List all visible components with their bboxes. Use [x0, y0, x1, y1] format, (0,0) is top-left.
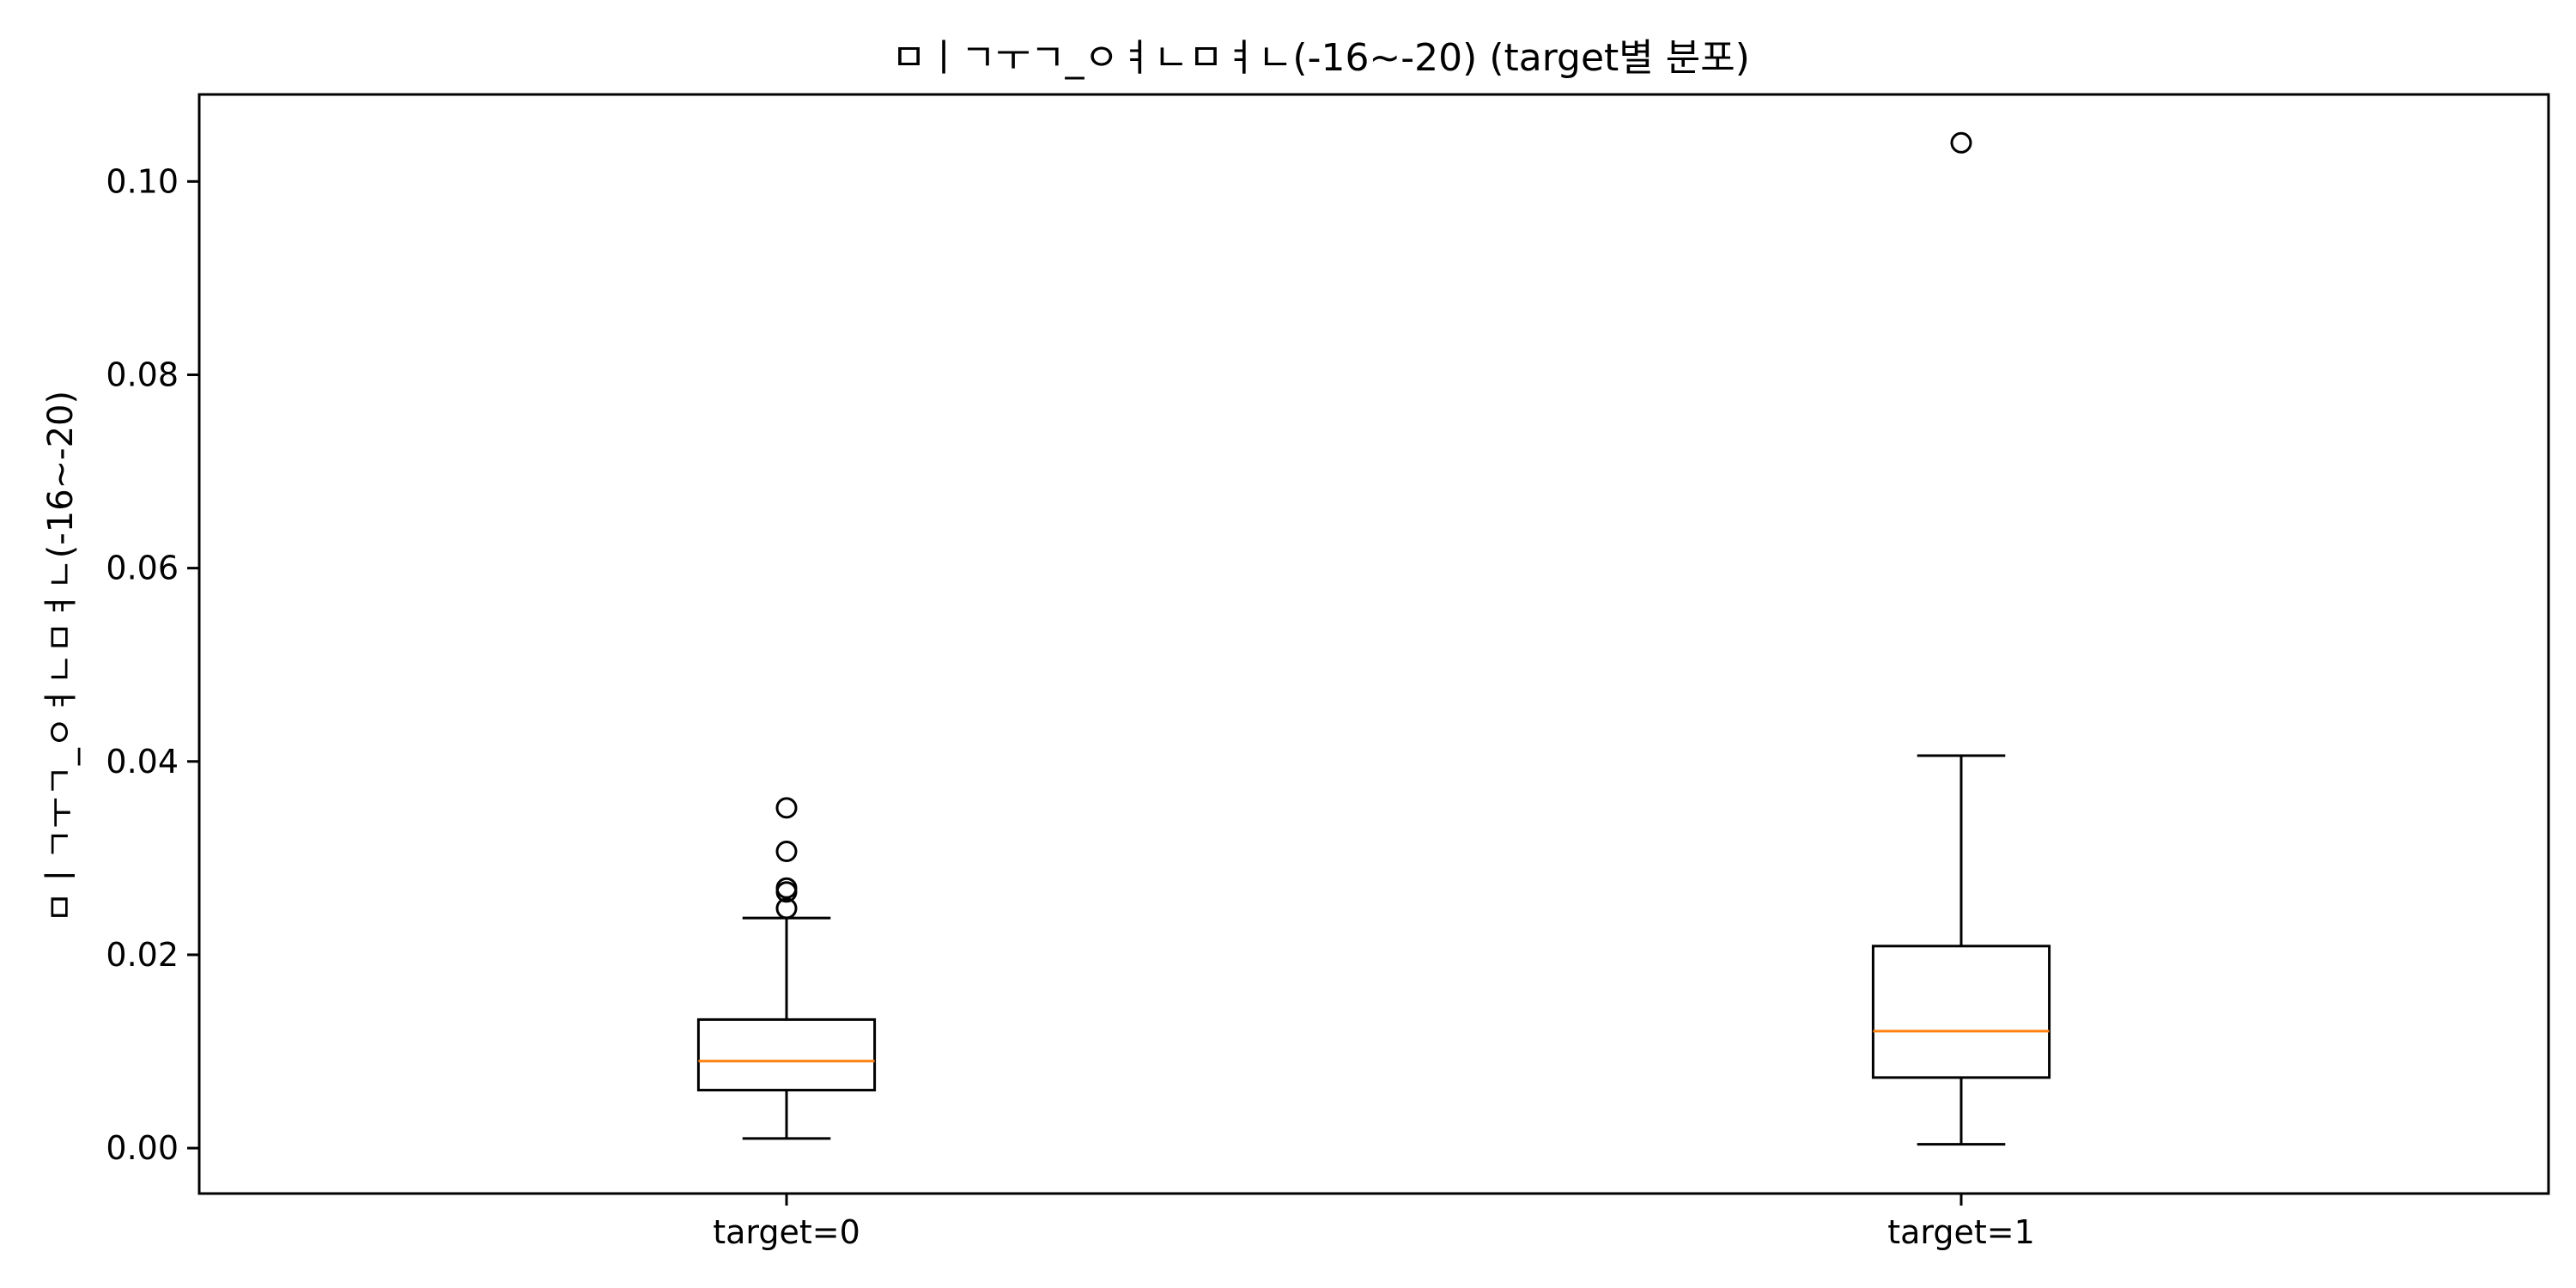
y-tick-label: 0.02: [106, 936, 179, 974]
outlier-point: [1950, 131, 1972, 154]
y-tick-label: 0.04: [106, 743, 179, 781]
boxes: [696, 131, 2051, 1146]
iqr-box: [696, 1018, 877, 1092]
box-group: [696, 797, 877, 1140]
y-tick-label: 0.00: [106, 1129, 179, 1167]
outlier-point: [775, 877, 798, 899]
box-group: [1871, 131, 2051, 1146]
y-axis-label: ㅁㅣㄱㅜㄱ_ㅇㅕㄴㅁㅕㄴ(-16~-20): [41, 391, 81, 923]
axis-ticks: 0.00 0.02 0.04 0.06 0.08 0.10 target=0 target=1: [106, 162, 2034, 1251]
chart-title: ㅁㅣㄱㅜㄱ_ㅇㅕㄴㅁㅕㄴ(-16~-20) (target별 분포): [891, 36, 1750, 80]
x-tick-label: target=1: [1887, 1213, 2035, 1251]
outlier-point: [775, 840, 798, 862]
y-tick-label: 0.10: [106, 162, 179, 200]
outlier-point: [775, 897, 798, 920]
x-tick-label: target=0: [713, 1213, 860, 1251]
outlier-point: [775, 797, 798, 819]
iqr-box: [1871, 945, 2051, 1079]
y-tick-label: 0.06: [106, 550, 179, 587]
plot-area-frame: [197, 93, 2550, 1195]
y-tick-label: 0.08: [106, 355, 179, 393]
